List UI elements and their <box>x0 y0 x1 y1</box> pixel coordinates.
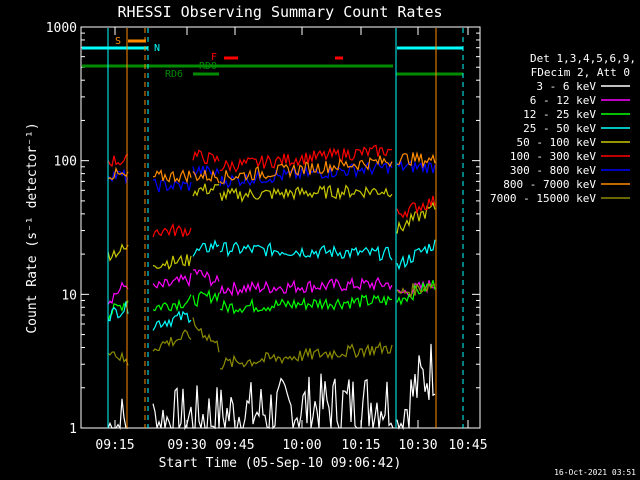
footer-date: 16-Oct-2021 03:51 <box>554 468 636 477</box>
series-line <box>107 183 436 271</box>
legend-label: 12 - 25 keV <box>523 108 596 121</box>
series-line <box>107 281 436 370</box>
legend-label: 25 - 50 keV <box>523 122 596 135</box>
x-axis-label: Start Time (05-Sep-10 09:06:42) <box>159 456 402 471</box>
y-tick-label: 100 <box>54 155 77 170</box>
legend-label: 800 - 7000 keV <box>503 178 596 191</box>
flag-label-rd6: RD6 <box>165 69 183 80</box>
x-tick-label: 10:45 <box>448 438 487 453</box>
flag-label-rdo: RDO <box>199 61 217 72</box>
series-line <box>107 159 436 193</box>
legend-label: 100 - 300 keV <box>510 150 596 163</box>
legend-label: 300 - 800 keV <box>510 164 596 177</box>
legend-label: 6 - 12 keV <box>530 94 597 107</box>
flag-label-f: F <box>211 52 217 63</box>
x-tick-label: 09:15 <box>95 438 134 453</box>
series-line <box>107 280 436 322</box>
x-tick-label: 10:00 <box>282 438 321 453</box>
y-tick-label: 1 <box>69 422 77 437</box>
time-markers <box>107 28 464 428</box>
y-tick-label: 1000 <box>46 21 77 36</box>
series-line <box>107 239 436 331</box>
flag-label-s: S <box>115 36 121 47</box>
x-tick-label: 10:30 <box>398 438 437 453</box>
flag-label-n: N <box>154 43 160 54</box>
series-line <box>107 151 436 185</box>
plot-frame <box>80 26 481 429</box>
x-tick-label: 09:45 <box>215 438 254 453</box>
legend-header-2: FDecim 2, Att 0 <box>531 66 630 79</box>
y-axis: 1 10 100 1000 <box>46 21 480 437</box>
y-tick-label: 10 <box>61 288 77 303</box>
series-line <box>107 269 436 305</box>
legend-label: 3 - 6 keV <box>536 80 596 93</box>
x-tick-label: 10:15 <box>341 438 380 453</box>
x-axis: 09:15 09:30 09:45 10:00 10:15 10:30 10:45 <box>95 27 488 453</box>
legend-label: 50 - 100 keV <box>517 136 597 149</box>
series-line <box>107 343 436 431</box>
legend-label: 7000 - 15000 keV <box>490 192 596 205</box>
chart-title: RHESSI Observing Summary Count Rates <box>117 3 442 21</box>
data-traces <box>107 144 436 431</box>
flag-bars <box>82 39 463 76</box>
x-tick-label: 09:30 <box>167 438 206 453</box>
legend-header-1: Det 1,3,4,5,6,9, <box>530 52 636 65</box>
series-line <box>107 144 436 238</box>
y-axis-label: Count Rate (s⁻¹ detector⁻¹) <box>25 122 40 333</box>
